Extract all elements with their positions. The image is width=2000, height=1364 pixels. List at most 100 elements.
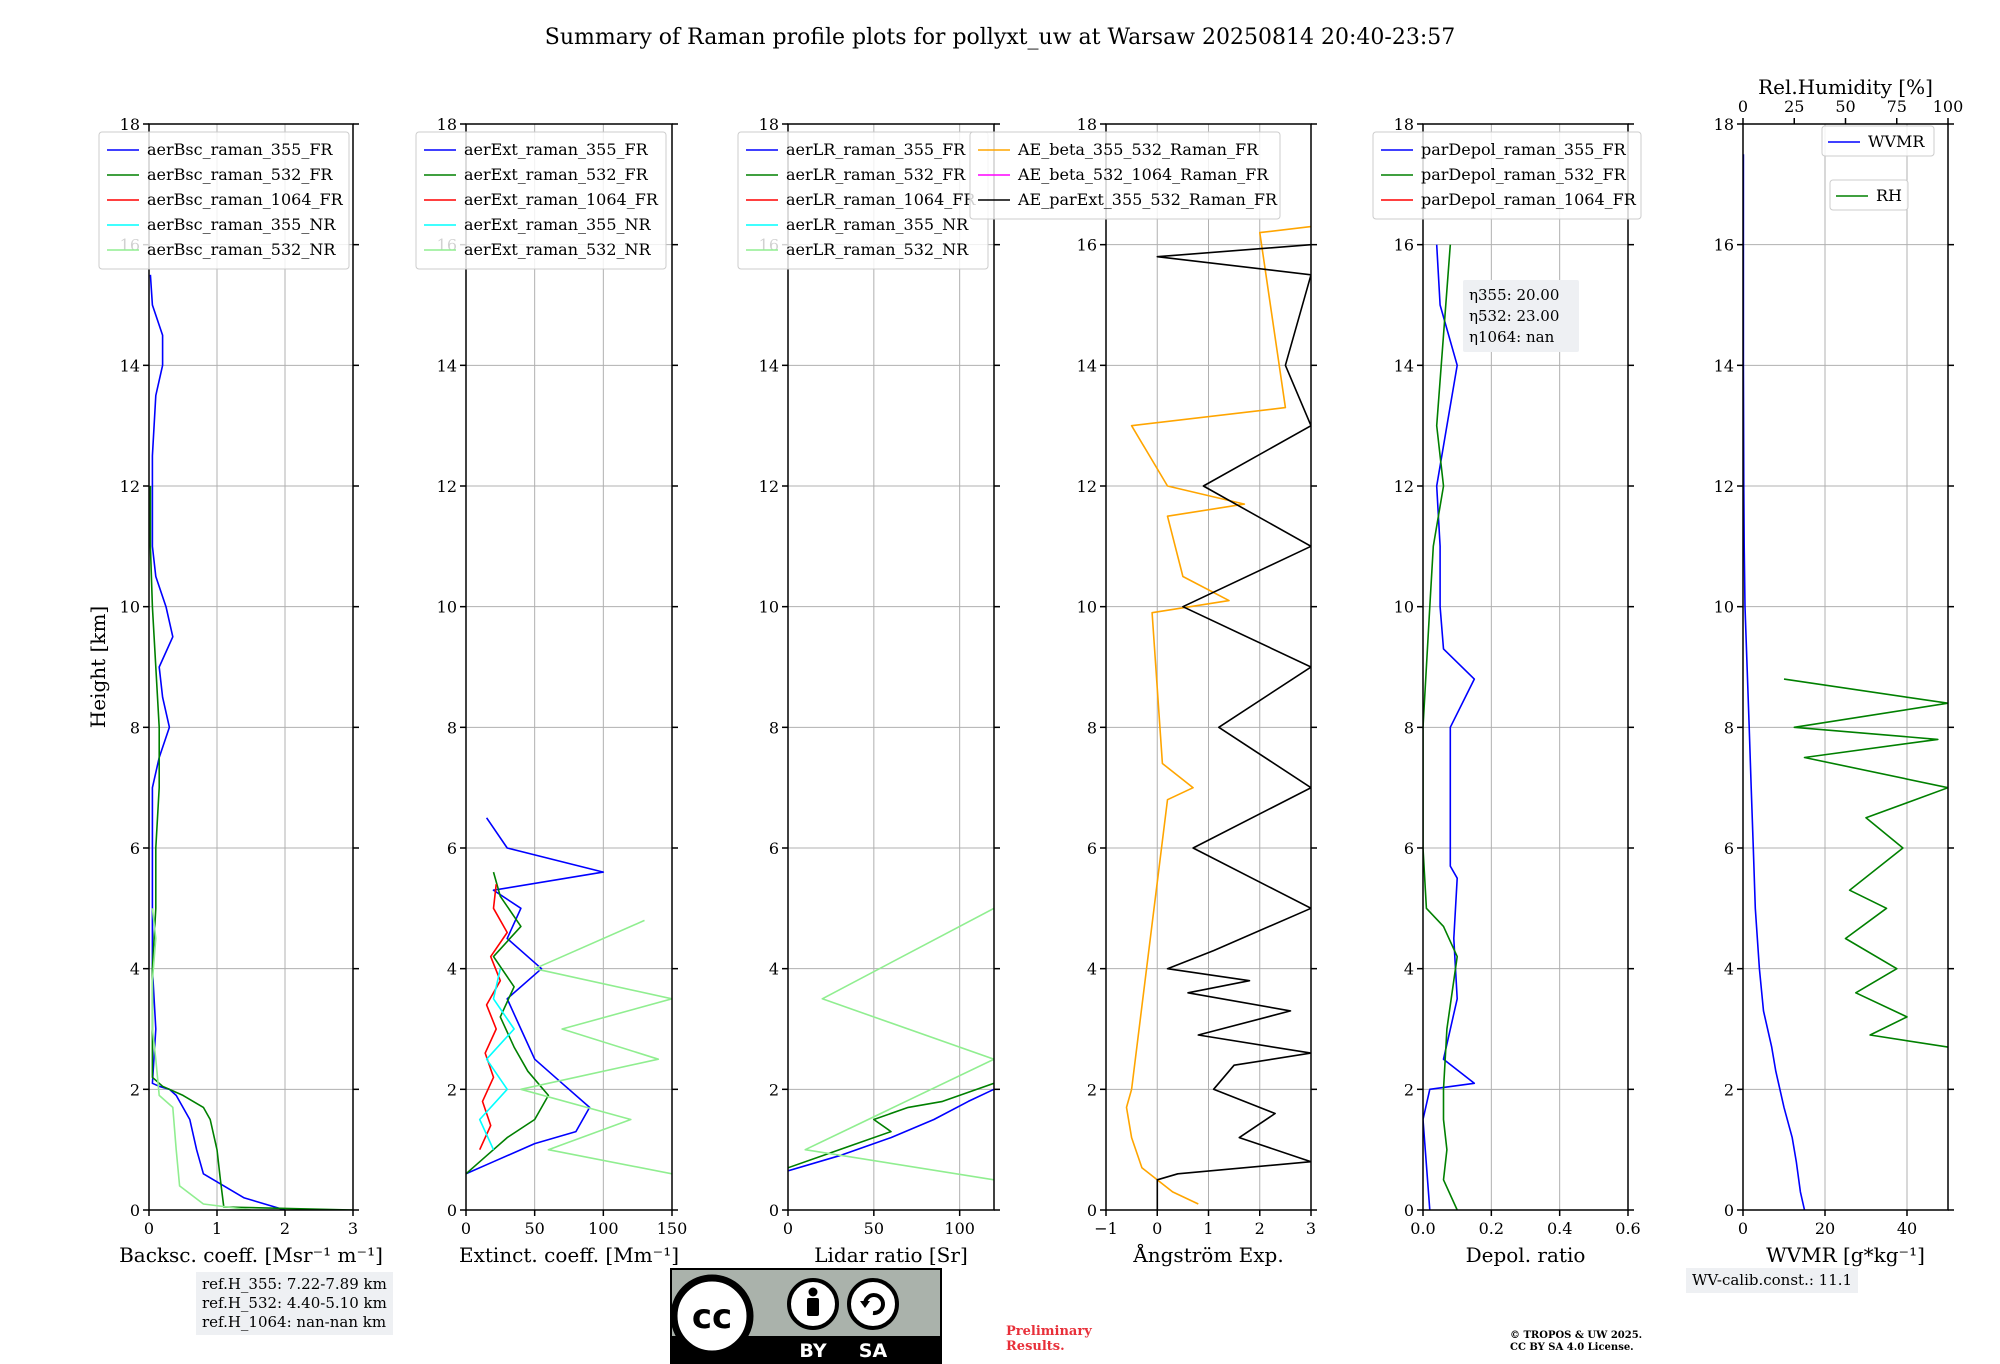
x-axis-label: Ångström Exp. — [1132, 1242, 1283, 1267]
eta-annotation-line: η532: 23.00 — [1469, 307, 1559, 325]
ref-h-532-text: ref.H_532: 4.40-5.10 km — [202, 1294, 387, 1312]
y-tick-label: 8 — [447, 718, 457, 737]
plot-frame — [1422, 123, 1629, 1211]
top-x-tick-label: 75 — [1887, 97, 1907, 116]
y-tick-label: 8 — [769, 718, 779, 737]
y-tick-label: 18 — [1714, 115, 1734, 134]
svg-text:cc: cc — [692, 1297, 732, 1337]
legend-label-aerBsc_raman_355_NR: aerBsc_raman_355_NR — [147, 215, 336, 234]
series-line-aerExt_raman_1064_FR — [478, 884, 509, 1151]
y-tick-label: 10 — [437, 598, 457, 617]
copyright-line-1: © TROPOS & UW 2025. — [1510, 1330, 1643, 1341]
series-line-WVMR — [1743, 154, 1806, 1210]
x-tick-label: 50 — [524, 1219, 544, 1238]
y-tick-label: 10 — [120, 598, 140, 617]
legend-label-parDepol_raman_532_FR: parDepol_raman_532_FR — [1421, 165, 1627, 184]
y-tick-label: 2 — [1087, 1080, 1097, 1099]
cc-by-sa-license-badge: cc BY SA — [670, 1268, 942, 1364]
top-x-tick-label: 100 — [1933, 97, 1964, 116]
series-group-angstrom — [1125, 225, 1311, 1210]
panels: 0246810121416180123Backsc. coeff. [Msr⁻¹… — [86, 75, 1963, 1267]
series-line-aerBsc_raman_532_NR — [151, 908, 252, 1210]
y-tick-label: 6 — [130, 839, 140, 858]
x-tick-label: 1 — [1203, 1219, 1213, 1238]
y-tick-label: 14 — [1394, 356, 1414, 375]
x-tick-label: 100 — [588, 1219, 619, 1238]
y-tick-label: 2 — [447, 1080, 457, 1099]
x-tick-label: 0 — [1152, 1219, 1162, 1238]
top-x-tick-label: 0 — [1738, 97, 1748, 116]
x-axis-label: Extinct. coeff. [Mm⁻¹] — [459, 1243, 679, 1267]
copyright-line-2: CC BY SA 4.0 License. — [1510, 1342, 1634, 1353]
series-line-parDepol_raman_355_FR — [1423, 244, 1476, 1210]
series-line-aerExt_raman_355_NR — [478, 968, 515, 1151]
x-axis-label: Backsc. coeff. [Msr⁻¹ m⁻¹] — [119, 1243, 383, 1267]
y-tick-label: 6 — [769, 839, 779, 858]
figure-title: Summary of Raman profile plots for polly… — [545, 25, 1455, 50]
x-tick-label: −1 — [1094, 1219, 1118, 1238]
legend-label-aerLR_raman_355_NR: aerLR_raman_355_NR — [786, 215, 969, 234]
y-tick-label: 10 — [1714, 598, 1734, 617]
legend-box-angstrom — [969, 131, 1281, 220]
ref-h-1064-text: ref.H_1064: nan-nan km — [202, 1313, 387, 1331]
legend-box-WVMR — [1821, 125, 1935, 157]
y-tick-label: 10 — [1077, 598, 1097, 617]
x-tick-label: 3 — [348, 1219, 358, 1238]
eta-annotation-line: η355: 20.00 — [1469, 286, 1559, 304]
y-tick-label: 4 — [769, 960, 779, 979]
x-tick-label: 100 — [944, 1219, 975, 1238]
x-tick-label: 0 — [144, 1219, 154, 1238]
series-line-aerLR_raman_532_FR — [788, 1082, 994, 1169]
cc-icon — [670, 1274, 754, 1358]
x-tick-label: 1 — [212, 1219, 222, 1238]
y-tick-label: 12 — [1394, 477, 1414, 496]
y-tick-label: 8 — [130, 718, 140, 737]
chart-panel-lidar_ratio: 024681012141618050100Lidar ratio [Sr]aer… — [737, 115, 1000, 1267]
top-x-tick-label: 50 — [1835, 97, 1855, 116]
y-tick-label: 14 — [120, 356, 140, 375]
sa-label: SA — [859, 1340, 888, 1362]
legend-label-AE_parExt_355_532_Raman_FR: AE_parExt_355_532_Raman_FR — [1017, 190, 1278, 209]
series-line-aerLR_raman_532_NR — [804, 907, 994, 1181]
legend-label-aerLR_raman_532_FR: aerLR_raman_532_FR — [786, 165, 966, 184]
series-line-aerExt_raman_355_FR — [466, 817, 605, 1175]
chart-panel-extinction: 024681012141618050100150Extinct. coeff. … — [415, 115, 687, 1267]
y-tick-label: 2 — [769, 1080, 779, 1099]
x-axis-label: WVMR [g*kg⁻¹] — [1766, 1243, 1925, 1267]
legend-label-aerBsc_raman_1064_FR: aerBsc_raman_1064_FR — [147, 190, 344, 209]
sa-share-alike-icon — [847, 1278, 899, 1330]
preliminary-line-1: Preliminary — [1006, 1324, 1092, 1339]
y-tick-label: 14 — [1077, 356, 1097, 375]
y-tick-label: 18 — [1077, 115, 1097, 134]
y-tick-label: 0 — [1087, 1201, 1097, 1220]
y-tick-label: 2 — [130, 1080, 140, 1099]
legend-box-extinction — [415, 131, 667, 270]
series-line-aerLR_raman_355_FR — [788, 1088, 994, 1172]
y-tick-label: 18 — [120, 115, 140, 134]
reference-height-note: ref.H_355: 7.22-7.89 km ref.H_532: 4.40-… — [196, 1272, 393, 1335]
x-tick-label: 0.0 — [1410, 1219, 1435, 1238]
y-tick-label: 14 — [437, 356, 457, 375]
y-tick-label: 14 — [759, 356, 779, 375]
series-line-aerBsc_raman_355_FR — [149, 274, 286, 1210]
legend-box-depol — [1372, 131, 1642, 220]
legend-label-parDepol_raman_1064_FR: parDepol_raman_1064_FR — [1421, 190, 1637, 209]
y-tick-label: 4 — [447, 960, 457, 979]
legend-label-RH: RH — [1876, 186, 1902, 205]
y-tick-label: 18 — [759, 115, 779, 134]
legend-box-RH — [1829, 179, 1909, 211]
top-x-tick-label: 25 — [1784, 97, 1804, 116]
x-tick-label: 0 — [461, 1219, 471, 1238]
y-tick-label: 4 — [1724, 960, 1734, 979]
x-tick-label: 2 — [280, 1219, 290, 1238]
copyright-notice: © TROPOS & UW 2025. CC BY SA 4.0 License… — [1510, 1330, 1642, 1354]
x-axis-label: Depol. ratio — [1466, 1243, 1586, 1267]
plot-frame — [1105, 123, 1312, 1211]
series-line-aerExt_raman_532_NR — [520, 919, 672, 1175]
series-group-wvmr_rh — [1743, 154, 1948, 1210]
legend-label-parDepol_raman_355_FR: parDepol_raman_355_FR — [1421, 140, 1627, 159]
legend-label-aerLR_raman_1064_FR: aerLR_raman_1064_FR — [786, 190, 976, 209]
